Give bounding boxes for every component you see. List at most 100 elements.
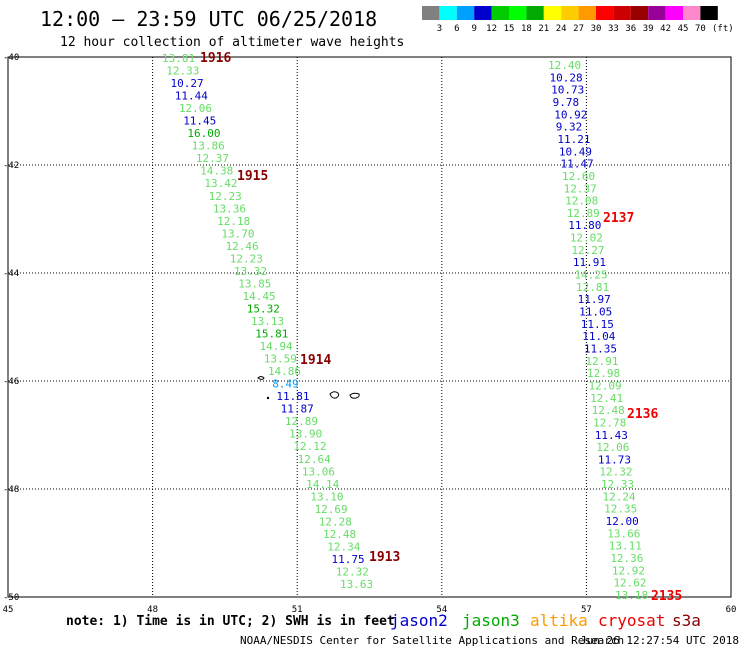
lon-tick-label: 57 [581,605,592,615]
wave-height-value: 11.97 [578,293,611,306]
legend-label: 42 [660,24,671,34]
legend-label: 30 [591,24,602,34]
wave-height-value: 13.81 [162,52,195,65]
legend-swatch [561,6,579,20]
axis-labels: 45 48 51 54 57 60 -40 -42 -44 -46 -48 -50 [3,53,737,615]
wave-height-value: 13.13 [251,315,284,328]
wave-height-value: 11.75 [332,553,365,566]
wave-height-value: 13.63 [340,578,373,591]
wave-height-value: 13.11 [609,540,642,553]
wave-height-value: 13.70 [221,227,254,240]
island-outlines [257,376,360,400]
wave-height-value: 12.09 [589,379,622,392]
satellite-label-cryosat: cryosat [598,611,665,630]
wave-height-value: 8.49 [272,378,299,391]
wave-height-value: 13.86 [192,140,225,153]
wave-height-value: 11.81 [276,390,309,403]
wave-height-value: 12.06 [179,102,212,115]
legend-label: 21 [538,24,549,34]
legend-label: 36 [625,24,636,34]
wave-height-value: 12.32 [599,466,632,479]
wave-height-value: 12.37 [564,182,597,195]
pass-time-label: 2135 [651,589,682,604]
wave-height-value: 12.48 [592,404,625,417]
wave-height-value: 13.90 [289,428,322,441]
legend-label: 24 [556,24,567,34]
wave-height-value: 12.02 [570,232,603,245]
legend-label: 15 [504,24,515,34]
island-crozet-a [329,391,340,399]
wave-height-value: 11.05 [579,306,612,319]
wave-height-value: 13.06 [302,465,335,478]
legend-swatch [439,6,457,20]
wave-height-value: 11.87 [281,403,314,416]
wave-height-value: 12.64 [298,453,331,466]
legend-swatch [509,6,527,20]
pass-time-label: 1916 [200,51,231,66]
island-west [257,376,265,380]
wave-height-value: 11.44 [175,90,208,103]
wave-height-value: 14.38 [200,165,233,178]
pass-time-label: 2137 [603,211,634,226]
wave-height-value: 12.98 [587,367,620,380]
wave-height-value: 13.32 [234,265,267,278]
pass-time-label: 1913 [369,550,400,565]
footer-agency: NOAA/NESDIS Center for Satellite Applica… [240,634,624,647]
wave-height-value: 11.80 [568,219,601,232]
wave-height-value: 13.36 [213,202,246,215]
map-frame [7,56,732,598]
wave-height-value: 12.81 [576,281,609,294]
legend-swatch [648,6,666,20]
wave-height-value: 12.23 [230,252,263,265]
wave-height-value: 11.73 [598,453,631,466]
wave-height-value: 12.37 [196,152,229,165]
wave-height-value: 13.59 [264,353,297,366]
altimeter-tracks: 13.8112.3310.2711.4412.0611.4516.0013.86… [162,52,648,602]
lon-tick-label: 48 [147,605,158,615]
legend-swatch [578,6,596,20]
wave-height-value: 11.15 [581,318,614,331]
lat-tick-label: -44 [3,269,19,279]
legend-label: 6 [454,24,459,34]
wave-height-value: 12.33 [601,478,634,491]
wave-height-value: 16.00 [187,127,220,140]
color-legend: 3 6 9 12 15 18 21 24 27 30 33 36 39 42 45 70 [422,6,718,34]
lat-tick-label: -48 [3,485,19,495]
legend-label: 33 [608,24,619,34]
wave-height-value: 12.62 [613,577,646,590]
wave-height-value: 12.24 [603,490,636,503]
lat-tick-label: -46 [3,377,19,387]
wave-height-value: 10.27 [170,77,203,90]
wave-height-value: 12.34 [327,540,360,553]
wave-height-value: 12.18 [217,215,250,228]
pass-time-label: 1915 [237,169,268,184]
wave-height-value: 12.91 [585,355,618,368]
legend-swatch [543,6,562,20]
wave-height-value: 14.14 [306,478,339,491]
wave-height-value: 11.47 [560,158,593,171]
wave-height-value: 11.91 [573,256,606,269]
island-crozet-b [349,392,360,399]
pass-time-label: 2136 [627,407,658,422]
satellite-label-jason2: jason2 [390,611,448,630]
pass-time-labels: 1916 1915 1914 1913 2137 2136 2135 [200,51,682,604]
wave-height-value: 13.18 [615,589,648,602]
wave-height-value: 12.12 [293,440,326,453]
wave-height-value: 12.89 [285,415,318,428]
wave-height-value: 12.33 [166,65,199,78]
legend-label: 18 [521,24,532,34]
wave-height-value: 12.27 [571,244,604,257]
satellite-label-s3a: s3a [672,611,701,630]
pass-time-label: 1914 [300,353,331,368]
wave-height-value: 12.41 [590,392,623,405]
wave-height-value: 9.32 [556,121,583,134]
satellite-label-jason3: jason3 [462,611,520,630]
wave-height-value: 12.36 [610,552,643,565]
legend-swatch [474,6,492,20]
wave-height-value: 14.86 [268,365,301,378]
wave-height-value: 10.92 [554,108,587,121]
legend-label: 45 [678,24,689,34]
wave-height-value: 11.04 [582,330,615,343]
legend-swatch [526,6,544,20]
wave-height-value: 12.40 [548,59,581,72]
